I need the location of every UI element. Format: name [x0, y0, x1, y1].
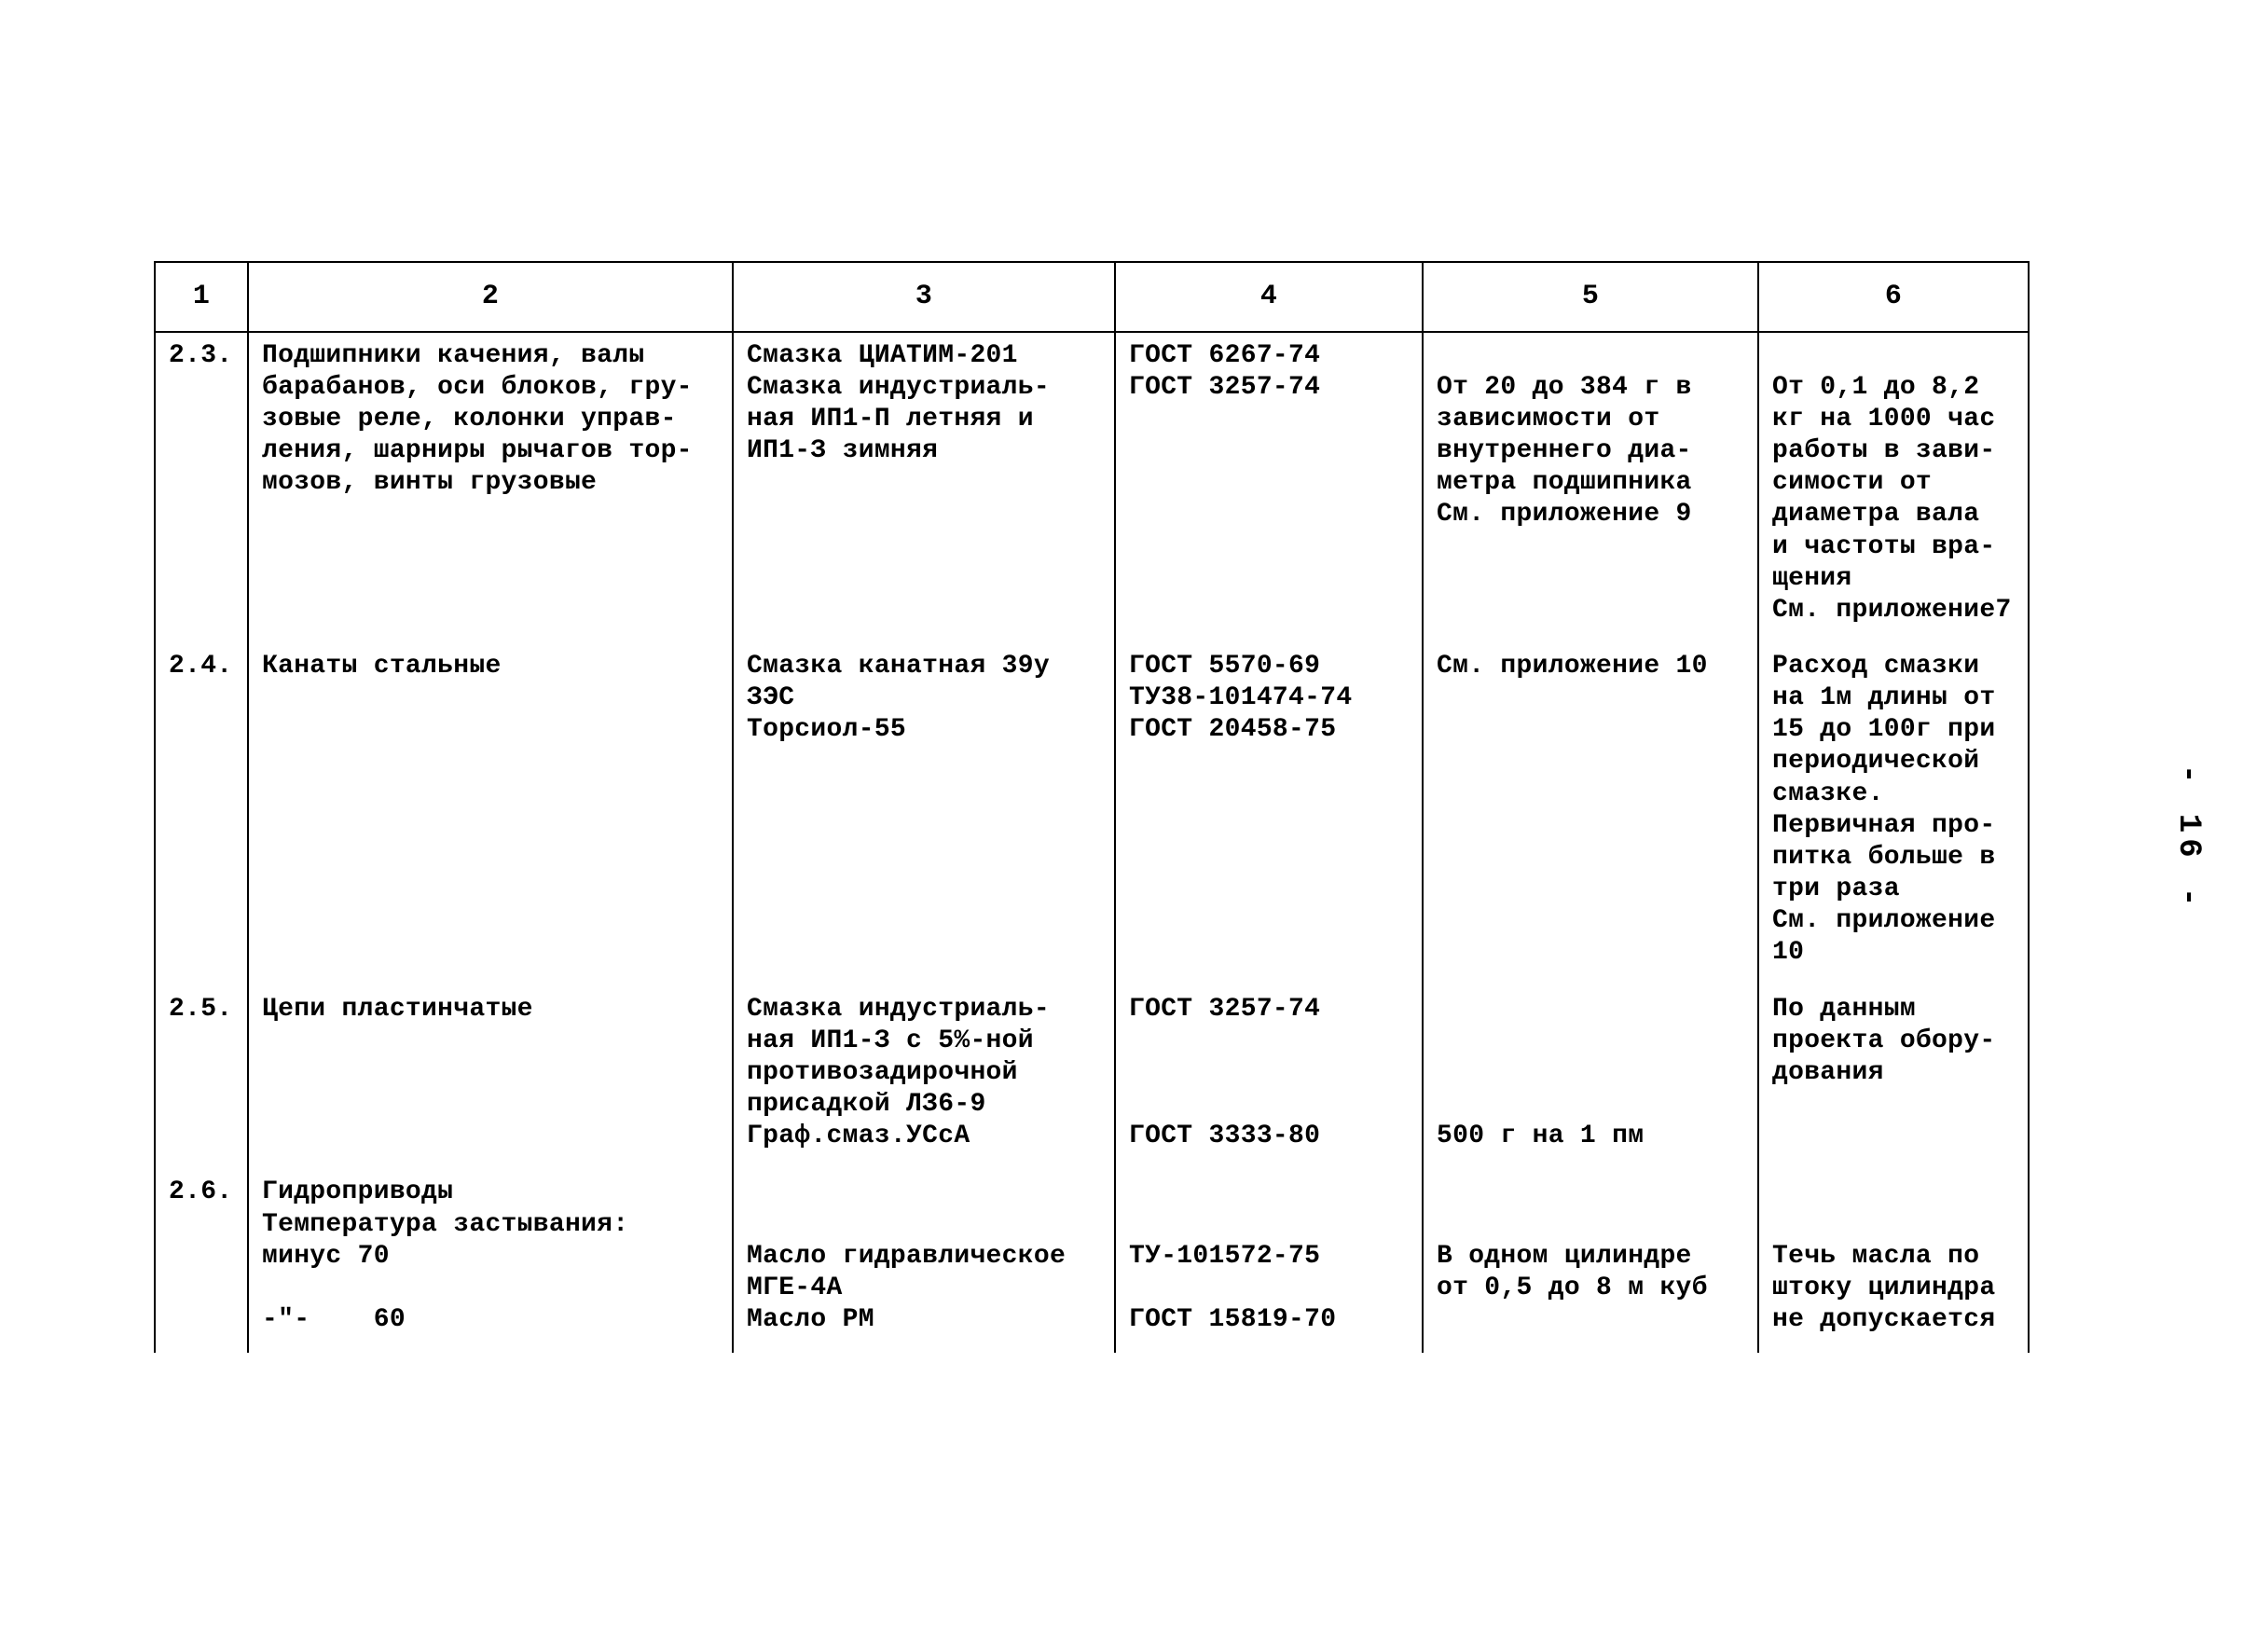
table-row: 2.4.Канаты стальныеСмазка канатная 39у З… [155, 643, 2029, 986]
cell-1: 2.3. [155, 332, 248, 643]
data-table: 1 2 3 4 5 6 2.3.Подшипники качения, валы… [154, 261, 2030, 1353]
table-row: 2.5.Цепи пластинчатыеСмазка индустриаль-… [155, 986, 2029, 1170]
cell-1: 2.6. [155, 1169, 248, 1353]
cell-1: 2.5. [155, 986, 248, 1170]
cell-6: Расход смазки на 1м длины от 15 до 100г … [1758, 643, 2029, 986]
cell-5: В одном цилиндре от 0,5 до 8 м куб [1423, 1169, 1758, 1353]
cell-6: По данным проекта обору- дования [1758, 986, 2029, 1170]
cell-2: Подшипники качения, валы барабанов, оси … [248, 332, 733, 643]
cell-2: Гидроприводы Температура застывания: мин… [248, 1169, 733, 1353]
cell-4: ГОСТ 3257-74 ГОСТ 3333-80 [1115, 986, 1423, 1170]
cell-1: 2.4. [155, 643, 248, 986]
page-number-side: - 16 - [2170, 764, 2206, 912]
cell-5: От 20 до 384 г в зависимости от внутренн… [1423, 332, 1758, 643]
cell-3: Смазка ЦИАТИМ-201 Смазка индустриаль- на… [733, 332, 1115, 643]
col-header-6: 6 [1758, 262, 2029, 332]
header-row: 1 2 3 4 5 6 [155, 262, 2029, 332]
cell-3: Смазка канатная 39у ЗЭС Торсиол-55 [733, 643, 1115, 986]
cell-4: ГОСТ 5570-69 ТУ38-101474-74 ГОСТ 20458-7… [1115, 643, 1423, 986]
table-row: 2.6.Гидроприводы Температура застывания:… [155, 1169, 2029, 1353]
col-header-3: 3 [733, 262, 1115, 332]
col-header-2: 2 [248, 262, 733, 332]
table-body: 2.3.Подшипники качения, валы барабанов, … [155, 332, 2029, 1354]
table-row: 2.3.Подшипники качения, валы барабанов, … [155, 332, 2029, 643]
cell-6: От 0,1 до 8,2 кг на 1000 час работы в за… [1758, 332, 2029, 643]
col-header-4: 4 [1115, 262, 1423, 332]
col-header-1: 1 [155, 262, 248, 332]
cell-5: См. приложение 10 [1423, 643, 1758, 986]
lubrication-table: 1 2 3 4 5 6 2.3.Подшипники качения, валы… [154, 261, 2028, 1353]
cell-6: Течь масла по штоку цилиндра не допускае… [1758, 1169, 2029, 1353]
cell-4: ТУ-101572-75 ГОСТ 15819-70 [1115, 1169, 1423, 1353]
col-header-5: 5 [1423, 262, 1758, 332]
cell-2: Цепи пластинчатые [248, 986, 733, 1170]
cell-5: 500 г на 1 пм [1423, 986, 1758, 1170]
cell-4: ГОСТ 6267-74 ГОСТ 3257-74 [1115, 332, 1423, 643]
cell-3: Масло гидравлическое МГЕ-4А Масло РМ [733, 1169, 1115, 1353]
cell-3: Смазка индустриаль- ная ИП1-З с 5%-ной п… [733, 986, 1115, 1170]
cell-2: Канаты стальные [248, 643, 733, 986]
